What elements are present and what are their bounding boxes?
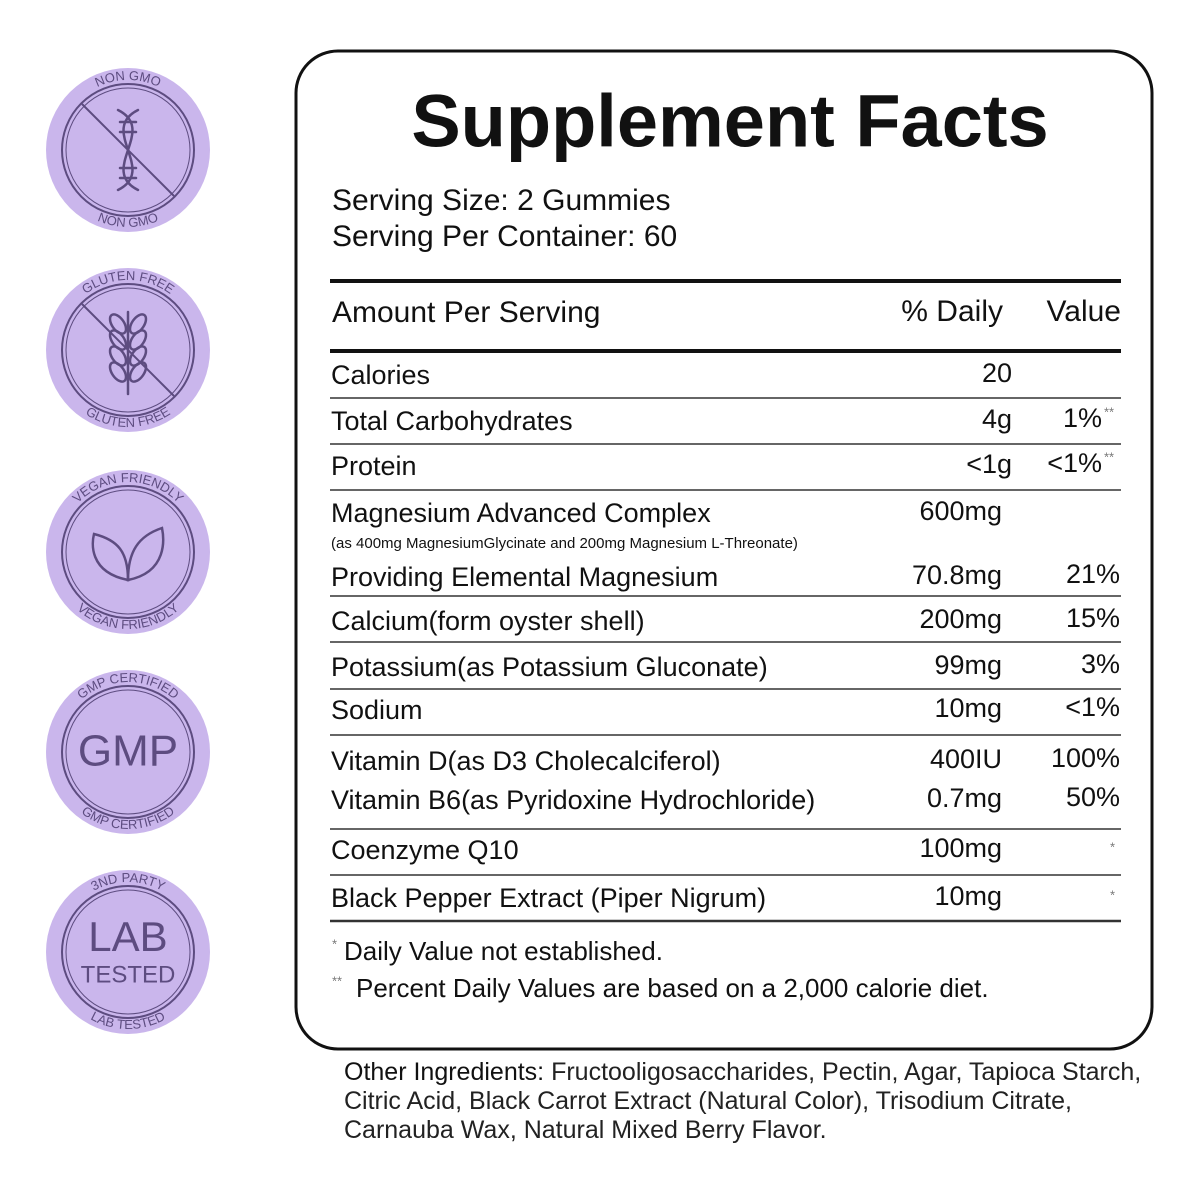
- leaf: [126, 526, 165, 582]
- nutrient-name: Potassium(as Potassium Gluconate): [331, 652, 768, 682]
- daily-value-note: *: [1110, 839, 1115, 854]
- badge: NON GMO NON GMO: [46, 68, 210, 232]
- other-ingredients-label: Other Ingredients:: [344, 1058, 545, 1086]
- nutrient-name: Calories: [331, 360, 430, 390]
- nutrient-name: Providing Elemental Magnesium: [331, 562, 718, 592]
- header-value: Value: [1046, 295, 1121, 328]
- facts-panel: [294, 49, 1154, 1051]
- leaf: [91, 532, 130, 582]
- badge-top-text-path: 3ND PARTY: [88, 870, 168, 894]
- footnote-text: Percent Daily Values are based on a 2,00…: [356, 973, 989, 1003]
- nutrient-name: Protein: [331, 451, 417, 481]
- nutrient-amount: 400IU: [930, 744, 1002, 774]
- badge-top-text: 3ND PARTY: [88, 870, 168, 894]
- daily-value: <1%: [1065, 692, 1120, 722]
- nutrient-amount: 10mg: [934, 881, 1002, 911]
- badge-bottom-text-path: NON GMO: [96, 209, 160, 230]
- nutrient-amount: 100mg: [919, 833, 1002, 863]
- wheat-grain: [128, 361, 148, 383]
- badge-center-text: TESTED: [81, 961, 176, 988]
- nutrient-amount: 4g: [982, 404, 1012, 434]
- nutrient-amount: 99mg: [934, 650, 1002, 680]
- prohibit-slash: [81, 303, 175, 397]
- servings-per-container: Serving Per Container: 60: [332, 220, 677, 253]
- badge-ring: [61, 283, 195, 417]
- nutrient-name: Magnesium Advanced Complex: [331, 498, 711, 528]
- nutrient-amount: 200mg: [919, 604, 1002, 634]
- daily-value-note: **: [1104, 404, 1114, 419]
- badge-center-text: LAB: [88, 913, 167, 960]
- serving-size: Serving Size: 2 Gummies: [332, 184, 670, 217]
- wheat-grain: [108, 345, 128, 367]
- prohibit-slash: [81, 103, 175, 197]
- footnote-text: Daily Value not established.: [344, 936, 663, 966]
- daily-value: 3%: [1081, 649, 1120, 679]
- daily-value: 21%: [1066, 559, 1120, 589]
- badge-bottom-text: NON GMO: [96, 209, 160, 230]
- daily-value: 50%: [1066, 782, 1120, 812]
- badge-center-text: GMP: [78, 727, 178, 776]
- badge-disc: [46, 670, 210, 834]
- nutrient-detail: (as 400mg MagnesiumGlycinate and 200mg M…: [331, 535, 798, 552]
- badge-bottom-text: LAB TESTED: [89, 1008, 168, 1032]
- nutrient-name: Black Pepper Extract (Piper Nigrum): [331, 883, 766, 913]
- badge-ring-inner: [65, 87, 191, 213]
- nutrient-name: Sodium: [331, 695, 423, 725]
- wheat-grain: [108, 329, 128, 351]
- nutrient-amount: 70.8mg: [912, 560, 1002, 590]
- wheat-grain: [128, 329, 148, 351]
- badge-disc: [46, 870, 210, 1034]
- nutrient-name: Calcium(form oyster shell): [331, 606, 645, 636]
- nutrient-name: Vitamin B6(as Pyridoxine Hydrochloride): [331, 785, 815, 815]
- badge-ring-inner: [65, 689, 191, 815]
- other-ingredients-text: Fructooligosaccharides, Pectin, Agar, Ta…: [344, 1058, 1142, 1144]
- daily-value: <1%: [1047, 448, 1102, 478]
- footnote-mark: *: [332, 936, 337, 951]
- badge-ring-inner: [65, 889, 191, 1015]
- badge-ring: [61, 83, 195, 217]
- daily-value: 15%: [1066, 603, 1120, 633]
- nutrient-amount: 20: [982, 358, 1012, 388]
- badge-disc: [46, 470, 210, 634]
- header-daily: % Daily: [901, 295, 1003, 328]
- footnote-mark: **: [332, 973, 342, 988]
- daily-value-note: *: [1110, 887, 1115, 902]
- badge-top-text-path: NON GMO: [93, 68, 164, 90]
- nutrient-name: Coenzyme Q10: [331, 835, 519, 865]
- nutrient-name: Total Carbohydrates: [331, 406, 573, 436]
- nutrient-amount: <1g: [966, 449, 1012, 479]
- badge-ring-inner: [65, 287, 191, 413]
- nutrient-amount: 600mg: [919, 496, 1002, 526]
- wheat-grain: [128, 345, 148, 367]
- wheat-grain: [108, 361, 128, 383]
- badge-ring: [61, 685, 195, 819]
- wheat-grain: [128, 313, 148, 335]
- badge-ring: [61, 885, 195, 1019]
- daily-value: 100%: [1051, 743, 1120, 773]
- daily-value-note: **: [1104, 449, 1114, 464]
- daily-value: 1%: [1063, 403, 1102, 433]
- badge-ring: [61, 485, 195, 619]
- wheat-grain: [108, 313, 128, 335]
- nutrient-amount: 0.7mg: [927, 783, 1002, 813]
- other-ingredients: Other Ingredients: Fructooligosaccharide…: [344, 1058, 1144, 1145]
- badge-ring-inner: [65, 489, 191, 615]
- nutrient-name: Vitamin D(as D3 Cholecalciferol): [331, 746, 721, 776]
- title: Supplement Facts: [411, 80, 1048, 163]
- badge-top-text: NON GMO: [93, 68, 164, 90]
- nutrient-amount: 10mg: [934, 693, 1002, 723]
- header-amount: Amount Per Serving: [332, 296, 600, 329]
- badge-bottom-text-path: LAB TESTED: [89, 1008, 168, 1032]
